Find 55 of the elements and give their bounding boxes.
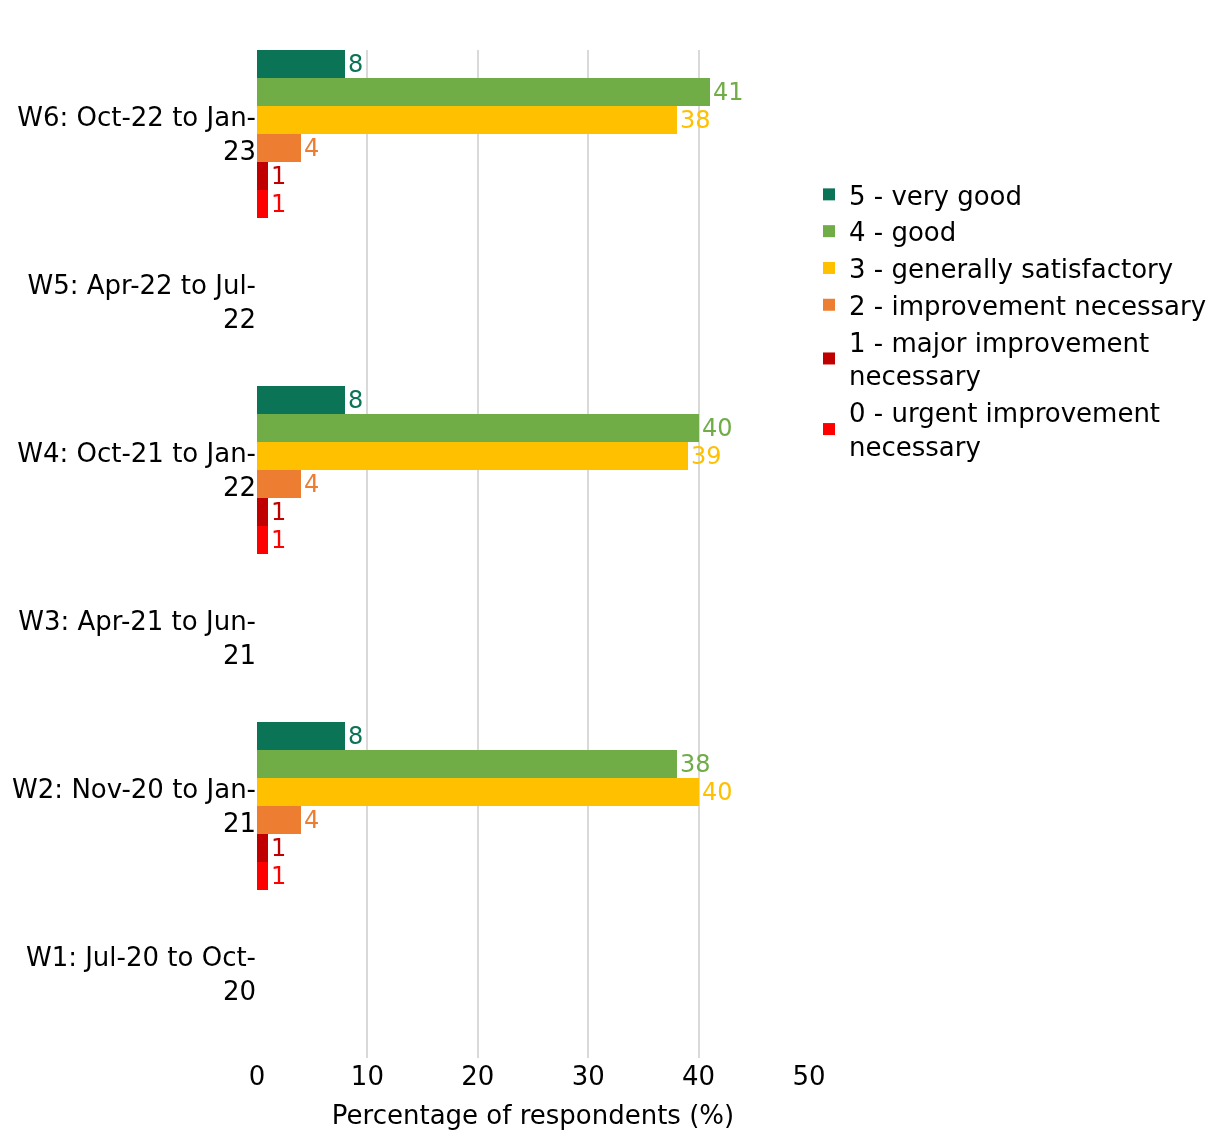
bar [257, 50, 345, 78]
x-tick-label: 10 [350, 1061, 384, 1091]
data-label: 1 [271, 162, 287, 190]
bar [257, 722, 345, 750]
bar [257, 190, 268, 218]
data-label: 38 [680, 750, 711, 778]
bar [257, 778, 699, 806]
bar [257, 806, 301, 834]
bar [257, 862, 268, 890]
x-tick-label: 50 [792, 1061, 826, 1091]
x-axis-title: Percentage of respondents (%) [331, 1099, 735, 1130]
data-label: 38 [680, 106, 711, 134]
y-tick-label: W4: Oct-21 to Jan-22 [17, 438, 256, 502]
bar [257, 526, 268, 554]
x-tick-label: 40 [682, 1061, 716, 1091]
data-label: 1 [271, 526, 287, 554]
bar [257, 470, 301, 498]
data-label: 39 [691, 442, 722, 470]
data-label: 4 [304, 134, 320, 162]
data-label: 8 [348, 50, 364, 78]
legend-label: 1 - major improvement necessary [849, 327, 1150, 392]
bar [257, 414, 699, 442]
legend-label: 4 - good [849, 217, 957, 248]
legend-label: 0 - urgent improvement necessary [849, 398, 1161, 463]
bar [257, 78, 710, 106]
x-tick-label: 0 [248, 1061, 266, 1091]
y-tick-label: W5: Apr-22 to Jul-22 [27, 270, 256, 334]
bar [257, 442, 688, 470]
data-label: 40 [702, 414, 733, 442]
data-label: 8 [348, 386, 364, 414]
bar [257, 106, 677, 134]
data-label: 1 [271, 862, 287, 890]
bar [257, 834, 268, 862]
legend-label: 5 - very good [849, 180, 1022, 211]
legend-label: 3 - generally satisfactory [849, 254, 1174, 285]
bar [257, 750, 677, 778]
data-label: 8 [348, 722, 364, 750]
data-label: 1 [271, 834, 287, 862]
bar [257, 498, 268, 526]
y-tick-label: W6: Oct-22 to Jan-23 [17, 102, 256, 166]
y-tick-label: W1: Jul-20 to Oct-20 [25, 942, 256, 1006]
bar [257, 162, 268, 190]
x-tick-label: 20 [461, 1061, 495, 1091]
x-tick-label: 30 [571, 1061, 605, 1091]
y-tick-label: W3: Apr-21 to Jun-21 [18, 606, 256, 670]
legend-label: 2 - improvement necessary [849, 290, 1207, 321]
bar [257, 134, 301, 162]
data-label: 40 [702, 778, 733, 806]
data-label: 4 [304, 470, 320, 498]
data-label: 1 [271, 498, 287, 526]
bar [257, 386, 345, 414]
data-label: 1 [271, 190, 287, 218]
y-tick-label: W2: Nov-20 to Jan-21 [12, 774, 256, 838]
data-label: 4 [304, 806, 320, 834]
data-label: 41 [713, 78, 744, 106]
